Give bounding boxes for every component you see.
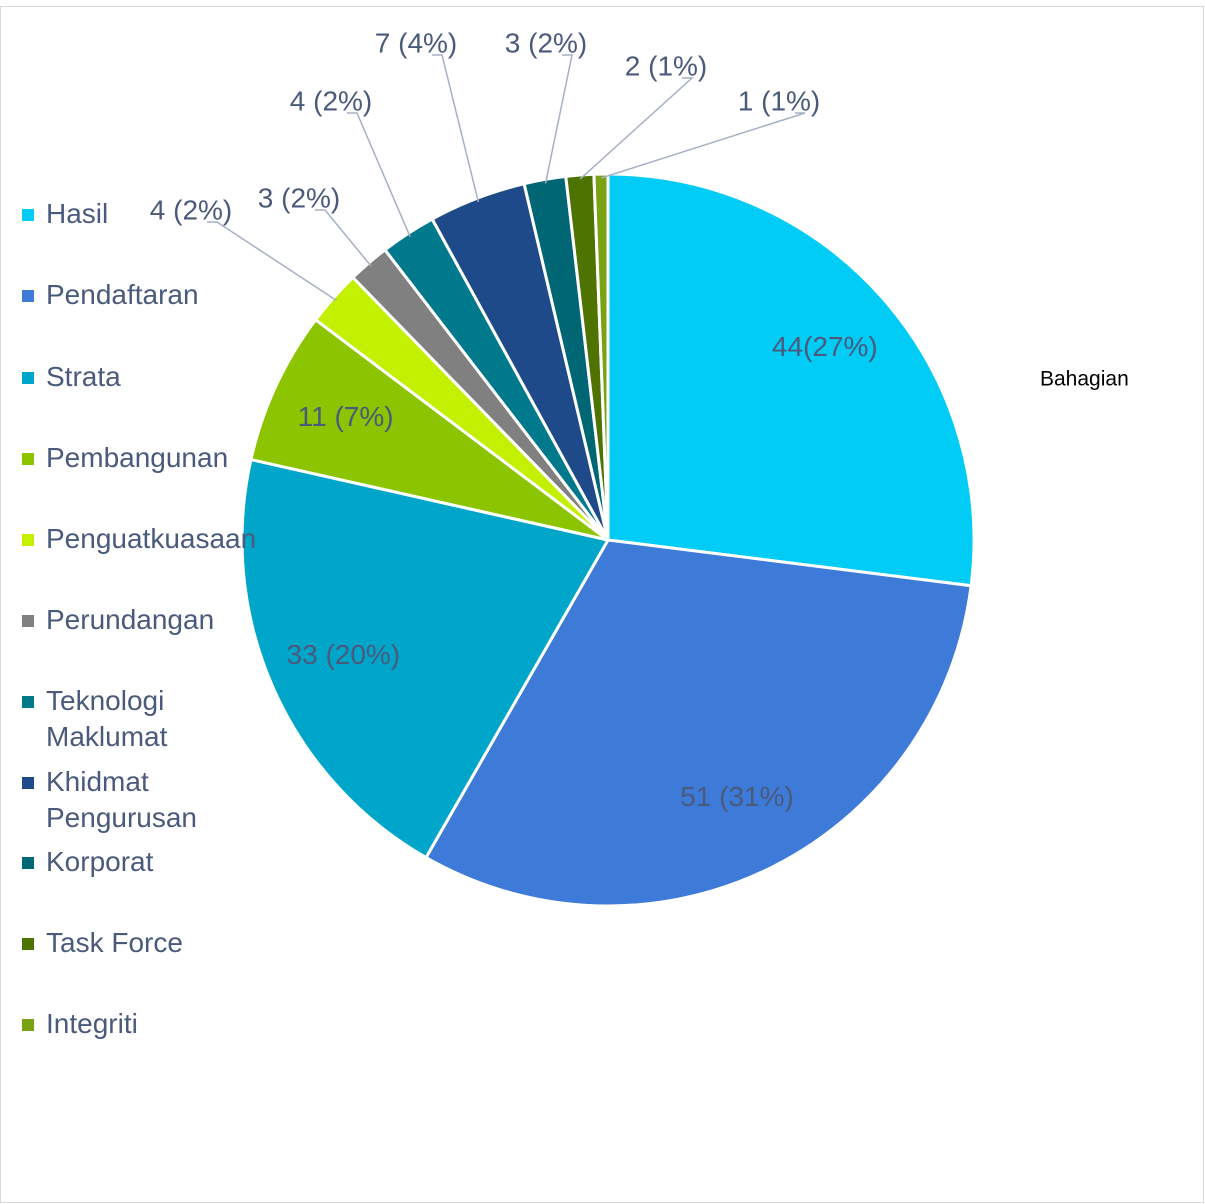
legend-item: Strata	[22, 359, 236, 395]
legend-item: Integriti	[22, 1006, 236, 1042]
legend-item: Hasil	[22, 196, 236, 232]
legend-swatch	[22, 938, 34, 950]
leader-line	[207, 221, 337, 302]
legend-item: Perundangan	[22, 602, 236, 638]
leader-line	[347, 112, 411, 238]
legend-swatch	[22, 290, 34, 302]
legend-item: Pendaftaran	[22, 277, 236, 313]
legend-label: Teknologi Maklumat	[46, 685, 168, 752]
chart-border	[0, 6, 1204, 1203]
data-label: 1 (1%)	[738, 85, 820, 116]
legend-item: Teknologi Maklumat	[22, 683, 236, 755]
legend-swatch	[22, 372, 34, 384]
legend-swatch	[22, 453, 34, 465]
legend-item: Khidmat Pengurusan	[22, 764, 236, 836]
leader-line	[544, 54, 573, 184]
leader-line	[579, 77, 694, 180]
leader-line	[432, 54, 480, 203]
data-label: 3 (2%)	[505, 27, 587, 58]
legend-item: Task Force	[22, 925, 236, 961]
legend-item: Pembangunan	[22, 440, 236, 476]
legend-swatch	[22, 615, 34, 627]
legend-label: Strata	[46, 361, 121, 392]
legend-label: Task Force	[46, 927, 183, 958]
pie-slice	[592, 172, 610, 541]
legend-label: Perundangan	[46, 604, 215, 635]
data-label: 33 (20%)	[287, 639, 401, 670]
legend-label: Integriti	[46, 1008, 138, 1039]
data-label: 44(27%)	[772, 331, 878, 362]
legend-swatch	[22, 696, 34, 708]
pie-slice	[249, 317, 609, 542]
legend-item: Korporat	[22, 844, 236, 880]
data-label: 4 (2%)	[290, 85, 372, 116]
leader-line	[315, 209, 372, 267]
data-label: 51 (31%)	[680, 781, 794, 812]
data-label: 7 (4%)	[375, 27, 457, 58]
data-label: 3 (2%)	[258, 182, 340, 213]
legend-label: Hasil	[46, 198, 109, 229]
legend-label: Pembangunan	[46, 442, 229, 473]
legend-label: Penguatkuasaan	[46, 523, 257, 554]
leader-line	[600, 112, 806, 179]
pie-slice	[240, 457, 611, 860]
legend-item: Penguatkuasaan	[22, 521, 256, 557]
legend-swatch	[22, 534, 34, 546]
legend-swatch	[22, 857, 34, 869]
legend-swatch	[22, 777, 34, 789]
data-label: 4 (2%)	[150, 194, 232, 225]
legend-label: Pendaftaran	[46, 279, 199, 310]
legend-label: Korporat	[46, 846, 154, 877]
data-label: 2 (1%)	[625, 50, 707, 81]
chart-title: Bahagian	[1040, 368, 1129, 391]
pie-slice	[606, 172, 976, 588]
pie-slice	[423, 538, 973, 908]
legend-swatch	[22, 209, 34, 221]
legend-swatch	[22, 1019, 34, 1031]
legend-label: Khidmat Pengurusan	[46, 766, 198, 833]
data-label: 11 (7%)	[298, 401, 394, 432]
